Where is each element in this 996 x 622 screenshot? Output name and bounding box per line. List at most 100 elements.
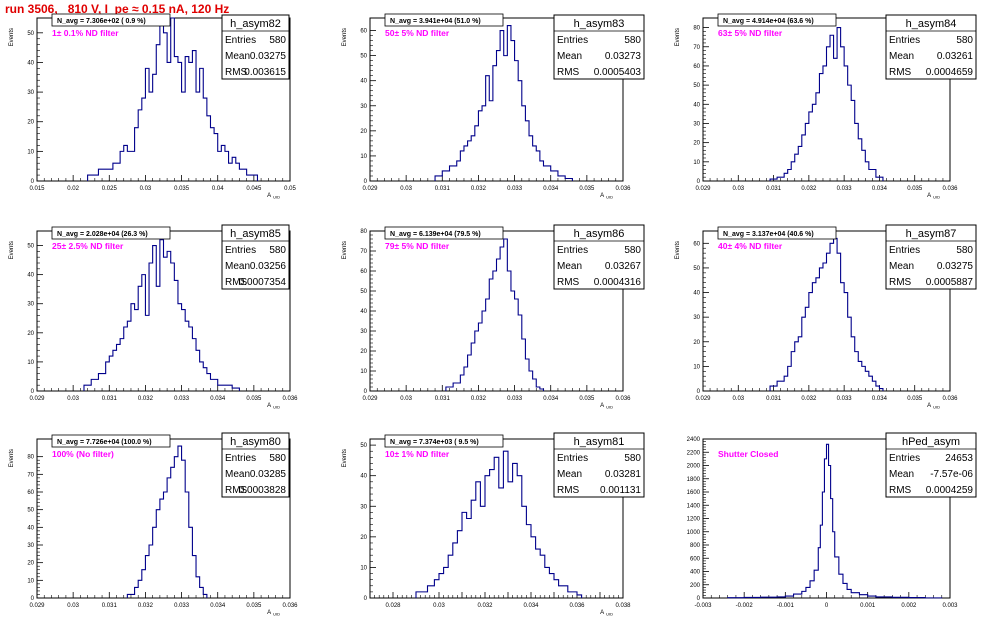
x-tick-label: 0.035 — [246, 603, 262, 609]
histogram-bin — [182, 460, 186, 598]
y-tick-label: 20 — [27, 331, 34, 337]
y-tick-label: 40 — [27, 60, 34, 66]
histogram-bin — [802, 591, 806, 598]
y-tick-label: 30 — [693, 121, 700, 127]
x-tick-label: 0.036 — [615, 186, 631, 192]
histogram-bin — [869, 376, 873, 391]
y-tick-label: 400 — [690, 570, 701, 576]
y-tick-label: 10 — [360, 369, 367, 375]
histogram-panel-h_asym86: 0.029 0.03 0.031 0.032 0.033 0.034 0.035 0.036 0… — [342, 224, 645, 410]
histogram-bin — [450, 166, 457, 181]
stats-label: Mean — [889, 261, 914, 272]
navg-title-box — [51, 13, 171, 27]
histogram-bin — [788, 169, 792, 181]
y-tick-label: 40 — [693, 291, 700, 297]
y-tick-label: 2000 — [687, 464, 701, 470]
histogram-bin — [798, 146, 802, 181]
histogram-bin — [210, 379, 217, 391]
histogram-bin — [232, 157, 236, 181]
y-tick-label: 800 — [690, 543, 701, 549]
histogram-bin — [777, 597, 785, 598]
histogram-line — [83, 239, 240, 391]
navg-title: N_avg = 3.137e+04 (40.6 %) — [723, 231, 814, 238]
y-tick-label: 600 — [690, 556, 701, 562]
histogram-bin — [848, 85, 852, 181]
histogram-bin — [497, 259, 501, 391]
histogram-bin — [171, 263, 175, 391]
histogram-bin — [558, 176, 565, 181]
histogram-bin — [462, 512, 467, 598]
x-tick-label: 0.035 — [246, 396, 262, 402]
y-tick-label: 200 — [690, 583, 701, 589]
histogram-bin — [225, 385, 232, 391]
navg-title: N_avg = 6.139e+04 (79.5 %) — [390, 231, 481, 238]
histogram-bin — [131, 151, 135, 181]
histogram-bin — [167, 62, 171, 181]
x-tick-label: 0.031 — [435, 396, 451, 402]
x-tick-label: 0.032 — [477, 603, 493, 609]
stats-box — [553, 432, 645, 498]
histogram-bin — [127, 151, 131, 181]
histogram-bin — [834, 58, 838, 181]
stats-label: Mean — [225, 51, 250, 62]
stats-box — [885, 14, 977, 80]
histogram-bin — [784, 376, 788, 391]
histogram-bin — [761, 597, 777, 598]
y-tick-label: 50 — [693, 83, 700, 89]
filter-annotation: 40± 4% ND filter — [718, 241, 783, 251]
histogram-bin — [149, 545, 153, 598]
histogram-bin — [820, 525, 822, 598]
histogram-bin — [577, 595, 582, 598]
stats-box — [885, 432, 977, 498]
filter-annotation: 25± 2.5% ND filter — [52, 241, 124, 251]
histogram-bin — [798, 337, 802, 391]
navg-title-box — [384, 434, 504, 448]
x-axis-label: A UID — [267, 610, 280, 617]
histogram-bin — [247, 175, 251, 181]
histogram-bin — [185, 321, 189, 391]
histogram-bin — [518, 81, 522, 181]
y-tick-label: 0 — [31, 596, 35, 602]
histogram-bin — [185, 492, 189, 598]
x-tick-label: 0.034 — [872, 396, 888, 402]
y-axis-label: Events — [9, 449, 15, 467]
histogram-bin — [196, 92, 200, 181]
histogram-bin — [876, 597, 892, 598]
navg-title: N_avg = 4.914e+04 (63.6 %) — [723, 18, 814, 25]
y-tick-label: 2400 — [687, 437, 701, 443]
histogram-bin — [563, 586, 568, 598]
histogram-bin — [475, 331, 479, 391]
histogram-bin — [517, 476, 522, 598]
histogram-line — [769, 237, 884, 391]
stats-value: 580 — [269, 453, 286, 464]
y-tick-label: 50 — [360, 289, 367, 295]
histogram-bin — [545, 567, 550, 598]
histogram-bin — [559, 586, 564, 598]
histogram-bin — [876, 177, 883, 181]
histogram-panel-h_asym83: 0.029 0.03 0.031 0.032 0.033 0.034 0.035 0.036 0… — [342, 13, 645, 200]
histogram-bin — [138, 110, 142, 181]
histogram-bin — [818, 548, 820, 598]
histogram-bin — [511, 41, 515, 181]
histogram-bin — [844, 66, 848, 181]
y-tick-label: 30 — [360, 504, 367, 510]
histogram-bin — [160, 18, 164, 181]
x-tick-label: 0.033 — [174, 396, 190, 402]
stats-value: 0.03273 — [605, 51, 642, 62]
x-tick-label: 0.031 — [766, 186, 782, 192]
stats-value: 0.0007354 — [239, 277, 287, 288]
x-tick-label: 0.036 — [282, 603, 298, 609]
y-tick-label: 0 — [364, 179, 368, 185]
histogram-bin — [127, 321, 131, 391]
histogram-bin — [189, 62, 193, 181]
x-tick-label: 0.035 — [174, 186, 190, 192]
x-axis-label: A UID — [600, 193, 613, 200]
navg-title-box — [384, 13, 504, 27]
y-tick-label: 20 — [27, 561, 34, 567]
histogram-bin — [448, 555, 453, 598]
histogram-bin — [823, 263, 827, 391]
histogram-bin — [879, 389, 883, 391]
x-tick-label: 0.032 — [138, 396, 154, 402]
histogram-bin — [865, 371, 869, 391]
histogram-panel-hPed_asym: -0.003 -0.002 -0.001 0 0.001 0.002 0.003 0 200 40… — [687, 432, 977, 609]
